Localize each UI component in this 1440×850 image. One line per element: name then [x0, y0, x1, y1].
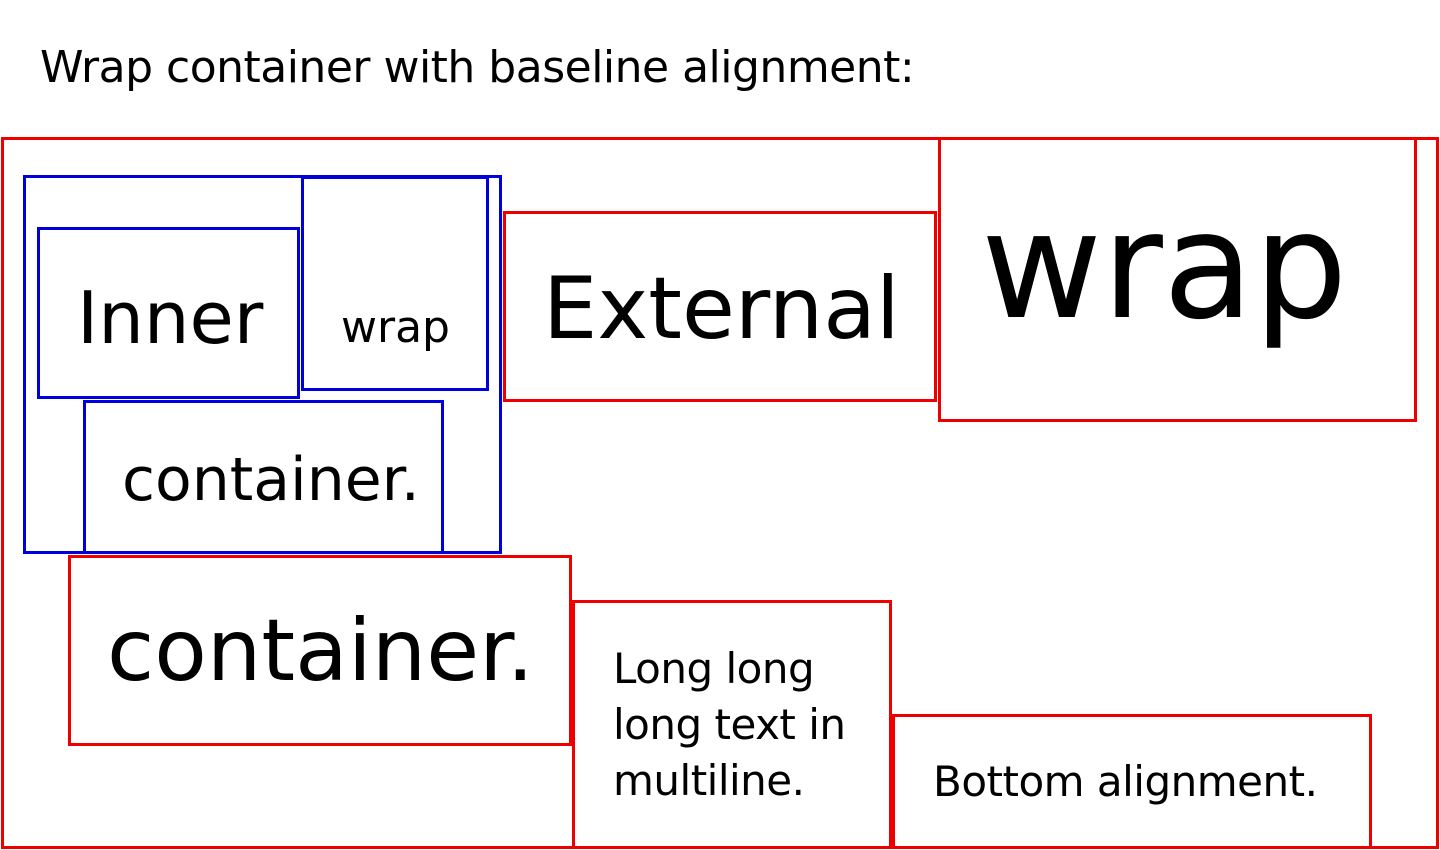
outer-item-external: External	[503, 211, 937, 402]
outer-item-external-label: External	[543, 259, 900, 359]
inner-item-inner-label: Inner	[77, 276, 264, 360]
inner-item-inner: Inner	[37, 227, 300, 399]
outer-item-wrap: wrap	[938, 137, 1417, 422]
inner-item-container-label: container.	[122, 445, 420, 515]
outer-item-long-text-label: Long long long text in multiline.	[613, 644, 846, 805]
outer-item-wrap-label: wrap	[981, 180, 1348, 352]
outer-item-long-text: Long long long text in multiline.	[572, 600, 892, 849]
inner-item-wrap-label: wrap	[341, 302, 450, 353]
inner-item-wrap: wrap	[301, 176, 489, 391]
outer-item-bottom: Bottom alignment.	[892, 714, 1372, 849]
outer-item-bottom-label: Bottom alignment.	[933, 757, 1318, 806]
inner-item-container: container.	[83, 400, 444, 554]
outer-item-container: container.	[68, 555, 572, 746]
diagram-title: Wrap container with baseline alignment:	[40, 42, 915, 93]
outer-item-container-label: container.	[107, 601, 534, 701]
